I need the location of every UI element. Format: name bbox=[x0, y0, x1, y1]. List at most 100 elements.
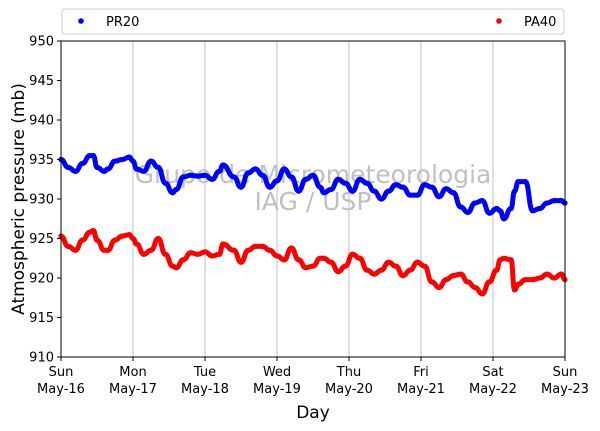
data-point-pa40 bbox=[274, 253, 280, 259]
data-point-pr20 bbox=[288, 174, 294, 180]
x-tick-day-label: Sat bbox=[482, 365, 503, 380]
data-point-pr20 bbox=[155, 164, 161, 170]
data-point-pa40 bbox=[90, 228, 96, 234]
data-point-pr20 bbox=[342, 180, 348, 186]
x-tick-day-label: Mon bbox=[119, 365, 146, 380]
data-point-pa40 bbox=[105, 247, 111, 253]
data-point-pr20 bbox=[170, 190, 176, 196]
x-tick-date-label: May-19 bbox=[253, 382, 301, 397]
data-point-pr20 bbox=[87, 153, 93, 159]
data-point-pr20 bbox=[105, 166, 111, 172]
data-point-pa40 bbox=[112, 237, 118, 243]
data-point-pr20 bbox=[479, 198, 485, 204]
x-axis-ticks: Sun May-16 Mon May-17 Tue May-18 Wed May-19 Thu M… bbox=[37, 357, 589, 397]
data-point-pr20 bbox=[260, 172, 266, 178]
data-point-pa40 bbox=[422, 263, 428, 269]
x-tick-date-label: May-17 bbox=[109, 382, 157, 397]
data-point-pa40 bbox=[245, 247, 251, 253]
series-lines bbox=[58, 153, 568, 297]
data-point-pr20 bbox=[220, 162, 226, 168]
data-point-pa40 bbox=[231, 247, 237, 253]
x-tick-date-label: May-22 bbox=[469, 382, 517, 397]
data-point-pr20 bbox=[180, 174, 186, 180]
x-tick-date-label: May-21 bbox=[397, 382, 445, 397]
data-point-pa40 bbox=[317, 255, 323, 261]
data-point-pa40 bbox=[202, 249, 208, 255]
data-point-pa40 bbox=[148, 247, 154, 253]
data-point-pr20 bbox=[245, 170, 251, 176]
legend: PR20 PA40 bbox=[61, 8, 565, 35]
y-tick-label: 935 bbox=[29, 153, 54, 168]
x-tick-day-label: Fri bbox=[413, 365, 429, 380]
watermark: Grupo de Micrometeorologia IAG / USP bbox=[135, 160, 492, 216]
data-point-pr20 bbox=[321, 190, 327, 196]
data-point-pr20 bbox=[393, 182, 399, 188]
data-point-pr20 bbox=[130, 158, 136, 164]
data-point-pr20 bbox=[162, 180, 168, 186]
legend-marker-pa40 bbox=[496, 18, 502, 24]
data-point-pa40 bbox=[537, 275, 543, 281]
data-point-pr20 bbox=[486, 210, 492, 216]
x-tick-day-label: Wed bbox=[263, 365, 291, 380]
data-point-pr20 bbox=[119, 156, 125, 163]
data-point-pr20 bbox=[274, 178, 280, 184]
data-point-pr20 bbox=[530, 208, 536, 214]
data-point-pr20 bbox=[112, 158, 118, 164]
data-point-pr20 bbox=[195, 173, 201, 179]
data-point-pr20 bbox=[72, 168, 78, 174]
data-point-pa40 bbox=[443, 277, 449, 283]
data-point-pr20 bbox=[458, 204, 464, 210]
data-point-pr20 bbox=[371, 188, 377, 194]
y-tick-label: 950 bbox=[29, 35, 54, 50]
data-point-pr20 bbox=[537, 205, 543, 212]
data-point-pa40 bbox=[414, 259, 420, 265]
legend-label-pr20: PR20 bbox=[106, 15, 139, 30]
legend-box bbox=[61, 8, 565, 35]
data-point-pr20 bbox=[90, 153, 96, 159]
y-tick-label: 910 bbox=[29, 351, 54, 366]
y-tick-label: 920 bbox=[29, 272, 54, 287]
data-point-pa40 bbox=[458, 271, 464, 277]
x-tick-day-label: Thu bbox=[336, 365, 361, 380]
data-point-pr20 bbox=[522, 179, 529, 185]
y-tick-label: 930 bbox=[29, 193, 54, 208]
data-point-pa40 bbox=[195, 251, 201, 257]
data-point-pr20 bbox=[310, 172, 316, 178]
data-point-pr20 bbox=[551, 198, 557, 204]
data-point-pa40 bbox=[335, 269, 341, 275]
data-point-pa40 bbox=[393, 263, 399, 269]
data-point-pr20 bbox=[267, 184, 273, 190]
data-point-pa40 bbox=[188, 250, 194, 256]
data-point-pa40 bbox=[303, 265, 309, 271]
data-point-pa40 bbox=[400, 273, 406, 279]
data-point-pa40 bbox=[479, 291, 485, 297]
data-point-pa40 bbox=[357, 255, 363, 261]
data-point-pr20 bbox=[544, 200, 550, 206]
data-point-pa40 bbox=[511, 287, 518, 293]
data-point-pa40 bbox=[544, 271, 550, 277]
data-point-pr20 bbox=[303, 176, 309, 182]
x-tick-date-label: May-23 bbox=[541, 382, 589, 397]
data-point-pr20 bbox=[450, 190, 456, 196]
data-point-pa40 bbox=[508, 257, 514, 263]
data-point-pa40 bbox=[296, 257, 302, 263]
data-point-pr20 bbox=[511, 188, 518, 194]
data-point-pa40 bbox=[378, 267, 384, 273]
x-tick-day-label: Tue bbox=[193, 365, 216, 380]
data-point-pr20 bbox=[501, 216, 507, 222]
data-point-pa40 bbox=[209, 253, 215, 259]
y-tick-label: 940 bbox=[29, 114, 54, 129]
data-point-pr20 bbox=[65, 164, 71, 170]
data-point-pr20 bbox=[202, 172, 208, 178]
data-point-pa40 bbox=[252, 243, 258, 249]
data-point-pr20 bbox=[216, 168, 222, 174]
data-point-pa40 bbox=[515, 281, 521, 287]
data-point-pa40 bbox=[328, 259, 334, 265]
data-point-pa40 bbox=[486, 279, 492, 285]
data-point-pr20 bbox=[134, 166, 140, 172]
data-point-pr20 bbox=[328, 186, 334, 193]
data-point-pa40 bbox=[281, 257, 287, 263]
data-point-pr20 bbox=[188, 172, 194, 178]
x-tick-date-label: May-20 bbox=[325, 382, 373, 397]
